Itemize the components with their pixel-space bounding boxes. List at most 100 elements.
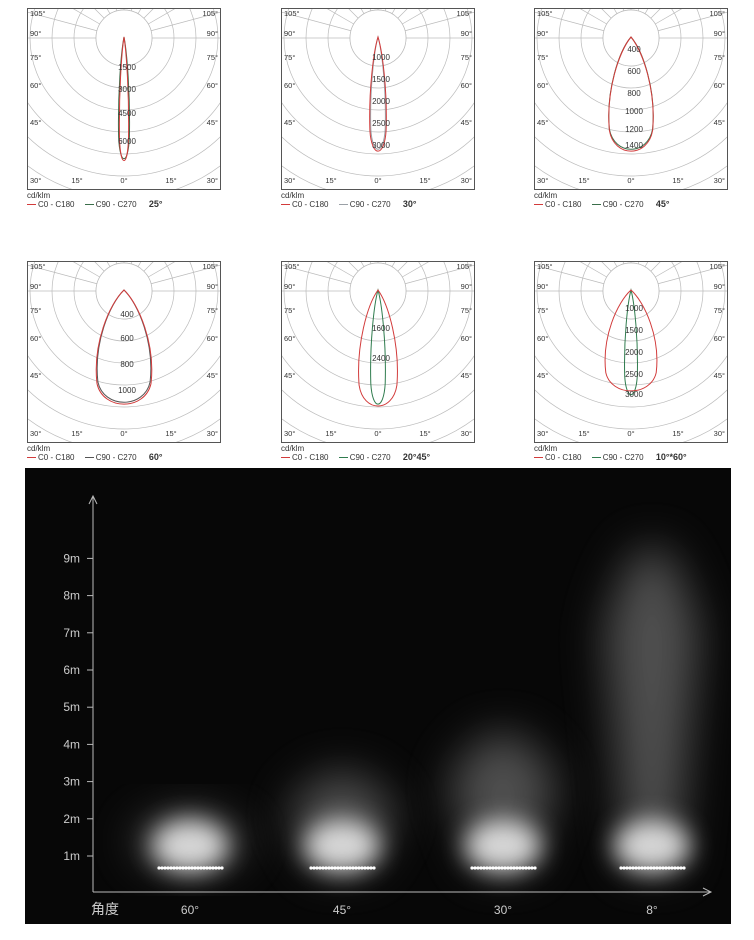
polar-angle-label-right: 105° [709, 9, 725, 18]
legend-c90-label: C90 - C270 [602, 453, 644, 462]
led-dot [664, 866, 668, 870]
led-dot [628, 866, 632, 870]
led-dot [473, 866, 477, 870]
polar-angle-label-zero: 0° [627, 176, 634, 185]
polar-angle-label-right: 90° [714, 29, 725, 38]
led-dot [527, 866, 531, 870]
led-dot [315, 866, 319, 870]
polar-angle-label-right: 75° [207, 53, 218, 62]
legend-unit: cd/klm [27, 444, 51, 453]
y-tick-label: 1m [63, 849, 80, 863]
beam-angle-label: 60° [148, 452, 163, 462]
polar-angle-label-right: 60° [461, 334, 472, 343]
legend-c0: C0 - C180 [27, 200, 74, 209]
polar-angle-label-zero: 0° [627, 429, 634, 438]
led-dot [184, 866, 188, 870]
led-dot [533, 866, 537, 870]
polar-legend: cd/klm C0 - C180 C90 - C270 45° [534, 191, 728, 209]
polar-angle-label-right: 90° [207, 29, 218, 38]
polar-angle-label-left: 75° [284, 53, 295, 62]
led-dot [643, 866, 647, 870]
polar-center-circle [602, 9, 660, 67]
polar-angle-label-bottom: 15° [165, 176, 176, 185]
beam-angle-label: 30° [402, 199, 417, 209]
legend-c90-label: C90 - C270 [95, 453, 137, 462]
led-bar [470, 866, 537, 870]
polar-angle-label-right: 75° [714, 306, 725, 315]
polar-ring-value: 400 [627, 45, 641, 54]
polar-legend: cd/klm C0 - C180 C90 - C270 30° [281, 191, 475, 209]
c0-c180-curve [118, 36, 130, 161]
led-dot [202, 866, 206, 870]
beam-angle-label: 25° [148, 199, 163, 209]
polar-angle-label-left: 45° [537, 118, 548, 127]
legend-unit: cd/klm [534, 444, 558, 453]
polar-ring [535, 102, 727, 155]
polar-chart-45: 105° 90° 75° 60° 45° 30° 105° 90° 75° 60° 45° 30° 15… [534, 8, 728, 209]
polar-ring-value: 400 [120, 310, 134, 319]
polar-angle-label-left: 90° [284, 282, 295, 291]
polar-angle-label-bottom: 15° [672, 429, 683, 438]
c0-c180-curve [608, 36, 654, 152]
led-dot [351, 866, 355, 870]
polar-angle-label-left: 105° [30, 9, 46, 18]
x-axis-title: 角度 [91, 902, 119, 918]
polar-angle-label-left: 75° [30, 306, 41, 315]
polar-ring-value: 1600 [372, 324, 390, 333]
polar-angle-label-bottom: 15° [578, 176, 589, 185]
legend-c0-label: C0 - C180 [38, 453, 75, 462]
led-dot [673, 866, 677, 870]
polar-ring-value: 6000 [118, 137, 136, 146]
legend-c90: C90 - C270 [84, 453, 137, 462]
led-bar [619, 866, 686, 870]
polar-angle-label-right: 60° [207, 81, 218, 90]
led-dot [309, 866, 313, 870]
legend-c0: C0 - C180 [281, 200, 328, 209]
polar-angle-label-left: 30° [30, 176, 41, 185]
polar-chart-30: 105° 90° 75° 60° 45° 30° 105° 90° 75° 60° 45° 30° 15… [281, 8, 475, 209]
polar-ring [282, 136, 474, 177]
polar-ring-value: 1200 [625, 125, 643, 134]
led-dot [670, 866, 674, 870]
polar-angle-label-bottom: 15° [71, 429, 82, 438]
legend-unit: cd/klm [281, 191, 305, 200]
led-dot [488, 866, 492, 870]
polar-angle-label-right: 45° [714, 118, 725, 127]
led-dot [485, 866, 489, 870]
polar-ring [282, 389, 474, 430]
led-dot [515, 866, 519, 870]
led-dot [640, 866, 644, 870]
y-tick-label: 5m [63, 700, 80, 714]
led-dot [321, 866, 325, 870]
polar-spoke [535, 264, 605, 285]
polar-ring [28, 102, 220, 155]
legend-c0-label: C0 - C180 [545, 200, 582, 209]
led-dot [682, 866, 686, 870]
led-dot [345, 866, 349, 870]
led-dot [676, 866, 680, 870]
polar-grid [27, 8, 221, 190]
led-dot [166, 866, 170, 870]
polar-spoke [150, 264, 220, 285]
led-dot [503, 866, 507, 870]
polar-angle-label-left: 30° [30, 429, 41, 438]
polar-angle-label-left: 60° [30, 81, 41, 90]
polar-angle-label-right: 75° [714, 53, 725, 62]
led-dot [354, 866, 358, 870]
led-dot [208, 866, 212, 870]
polar-angle-label-bottom: 15° [578, 429, 589, 438]
legend-c90-label: C90 - C270 [349, 453, 391, 462]
polar-angle-label-right: 90° [461, 282, 472, 291]
legend-c0-swatch [281, 457, 290, 459]
polar-diagram: 105° 90° 75° 60° 45° 30° 105° 90° 75° 60° 45° 30° 15… [281, 8, 475, 190]
led-dot [631, 866, 635, 870]
polar-ring-value: 1000 [625, 304, 643, 313]
polar-ring [28, 136, 220, 177]
polar-angle-label-right: 75° [461, 53, 472, 62]
led-dot [622, 866, 626, 870]
legend-c0-swatch [534, 204, 543, 206]
led-dot [494, 866, 498, 870]
polar-spoke [657, 264, 727, 285]
polar-angle-label-right: 30° [714, 176, 725, 185]
polar-angle-label-left: 45° [30, 371, 41, 380]
